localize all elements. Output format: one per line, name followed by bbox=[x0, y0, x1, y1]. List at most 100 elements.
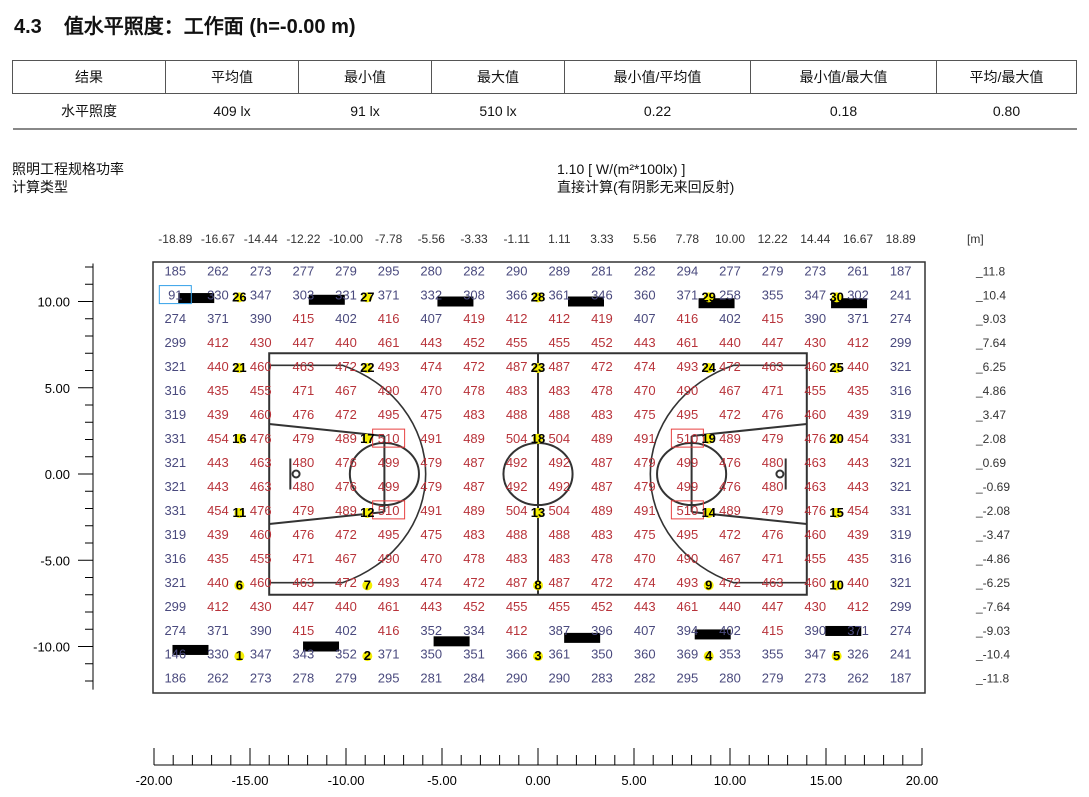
grid-value: 461 bbox=[677, 599, 699, 614]
luminaire-label: 12 bbox=[360, 505, 374, 520]
grid-value: 440 bbox=[847, 359, 869, 374]
grid-value: 454 bbox=[207, 431, 229, 446]
grid-value: 447 bbox=[293, 335, 315, 350]
left-tick-label: 5.00 bbox=[45, 381, 70, 396]
grid-value: 454 bbox=[207, 503, 229, 518]
luminaire-dot bbox=[831, 580, 842, 591]
grid-value: 316 bbox=[890, 551, 912, 566]
top-tick-label: -3.33 bbox=[460, 232, 488, 246]
results-row: 水平照度 409 lx 91 lx 510 lx 0.22 0.18 0.80 bbox=[12, 93, 1077, 130]
grid-value: 262 bbox=[207, 263, 229, 278]
grid-value: 470 bbox=[634, 383, 656, 398]
grid-value: 279 bbox=[335, 671, 357, 686]
grid-value: 474 bbox=[420, 359, 442, 374]
luminaire-label: 10 bbox=[829, 577, 843, 592]
luminaire-dot bbox=[831, 363, 842, 374]
grid-value: 295 bbox=[677, 671, 699, 686]
grid-value: 273 bbox=[804, 263, 826, 278]
results-table: 结果 平均值 最小值 最大值 最小值/平均值 最小值/最大值 平均/最大值 水平… bbox=[12, 60, 1077, 130]
section-title: 4.3 值水平照度：工作面 (h=-0.00 m) bbox=[14, 16, 356, 38]
luminaire-dot bbox=[831, 433, 842, 444]
grid-value: 430 bbox=[804, 599, 826, 614]
col-header: 最小值/平均值 bbox=[564, 60, 751, 94]
grid-value: 415 bbox=[293, 311, 315, 326]
right-tick-label: _-11.8 bbox=[975, 672, 1009, 686]
luminaire-fixture-icon bbox=[178, 293, 215, 304]
right-tick-label: _-3.47 bbox=[975, 528, 1010, 542]
grid-value: 435 bbox=[847, 551, 869, 566]
grid-value: 443 bbox=[847, 455, 869, 470]
grid-value: 476 bbox=[250, 503, 272, 518]
right-tick-label: _-10.4 bbox=[975, 647, 1010, 661]
luminaire-label: 14 bbox=[701, 505, 716, 520]
right-tick-label: _-0.69 bbox=[975, 480, 1010, 494]
grid-value: 455 bbox=[804, 551, 826, 566]
grid-value: 452 bbox=[463, 599, 485, 614]
luminaire-label: 1 bbox=[236, 648, 243, 663]
luminaire-dot bbox=[831, 292, 842, 303]
grid-value: 487 bbox=[463, 479, 485, 494]
grid-value: 330 bbox=[207, 288, 229, 303]
grid-value: 476 bbox=[762, 527, 784, 542]
grid-value: 476 bbox=[335, 479, 357, 494]
grid-value: 347 bbox=[250, 288, 272, 303]
col-header: 平均值 bbox=[165, 60, 299, 94]
grid-value: 279 bbox=[762, 263, 784, 278]
grid-value: 492 bbox=[506, 455, 528, 470]
grid-value: 488 bbox=[506, 527, 528, 542]
top-tick-label: 5.56 bbox=[633, 232, 657, 246]
grid-value: 478 bbox=[463, 383, 485, 398]
grid-value: 510 bbox=[677, 503, 699, 518]
grid-value: 402 bbox=[335, 311, 357, 326]
grid-value: 460 bbox=[804, 575, 826, 590]
grid-value: 478 bbox=[591, 551, 613, 566]
luminaire-fixture-icon bbox=[825, 625, 862, 636]
luminaire-label: 11 bbox=[232, 505, 246, 520]
grid-value: 479 bbox=[293, 431, 315, 446]
grid-value: 472 bbox=[335, 575, 357, 590]
grid-value: 440 bbox=[719, 599, 741, 614]
grid-value: 489 bbox=[463, 503, 485, 518]
grid-value: 430 bbox=[804, 335, 826, 350]
grid-value: 290 bbox=[506, 671, 528, 686]
grid-value: 492 bbox=[548, 455, 570, 470]
grid-value: 472 bbox=[463, 575, 485, 590]
grid-value: 463 bbox=[250, 455, 272, 470]
grid-value: 281 bbox=[591, 263, 613, 278]
grid-value: 461 bbox=[378, 599, 400, 614]
right-tick-label: _-2.08 bbox=[975, 504, 1010, 518]
grid-value: 416 bbox=[378, 311, 400, 326]
grid-value: 369 bbox=[677, 646, 699, 661]
grid-value: 440 bbox=[335, 335, 357, 350]
grid-value: 347 bbox=[804, 646, 826, 661]
grid-value: 471 bbox=[762, 551, 784, 566]
grid-value: 443 bbox=[847, 479, 869, 494]
three-point-line bbox=[269, 364, 427, 584]
luminaire-dot bbox=[533, 433, 543, 444]
unit-label: [m] bbox=[967, 232, 984, 246]
grid-value: 282 bbox=[634, 263, 656, 278]
grid-value: 476 bbox=[719, 479, 741, 494]
grid-value: 371 bbox=[207, 311, 229, 326]
grid-value: 493 bbox=[677, 359, 699, 374]
grid-value: 491 bbox=[420, 503, 442, 518]
luminaire-dot bbox=[831, 651, 842, 662]
luminaire-dot bbox=[362, 651, 373, 662]
grid-value: 476 bbox=[762, 407, 784, 422]
grid-value: 487 bbox=[591, 455, 613, 470]
grid-value: 463 bbox=[250, 479, 272, 494]
grid-value: 331 bbox=[890, 431, 912, 446]
info-labels: 照明工程规格功率 计算类型 bbox=[12, 160, 124, 196]
grid-value: 461 bbox=[677, 335, 699, 350]
right-tick-label: _0.69 bbox=[975, 456, 1006, 470]
luminaire-dot bbox=[831, 507, 842, 518]
luminaire-fixture-icon bbox=[437, 296, 474, 307]
grid-value: 455 bbox=[548, 335, 570, 350]
grid-value: 316 bbox=[164, 551, 186, 566]
grid-value: 471 bbox=[293, 551, 315, 566]
bottom-tick-label: -10.00 bbox=[328, 773, 365, 788]
grid-value: 274 bbox=[164, 623, 186, 638]
grid-value: 279 bbox=[335, 263, 357, 278]
luminaire-label: 16 bbox=[232, 431, 246, 446]
